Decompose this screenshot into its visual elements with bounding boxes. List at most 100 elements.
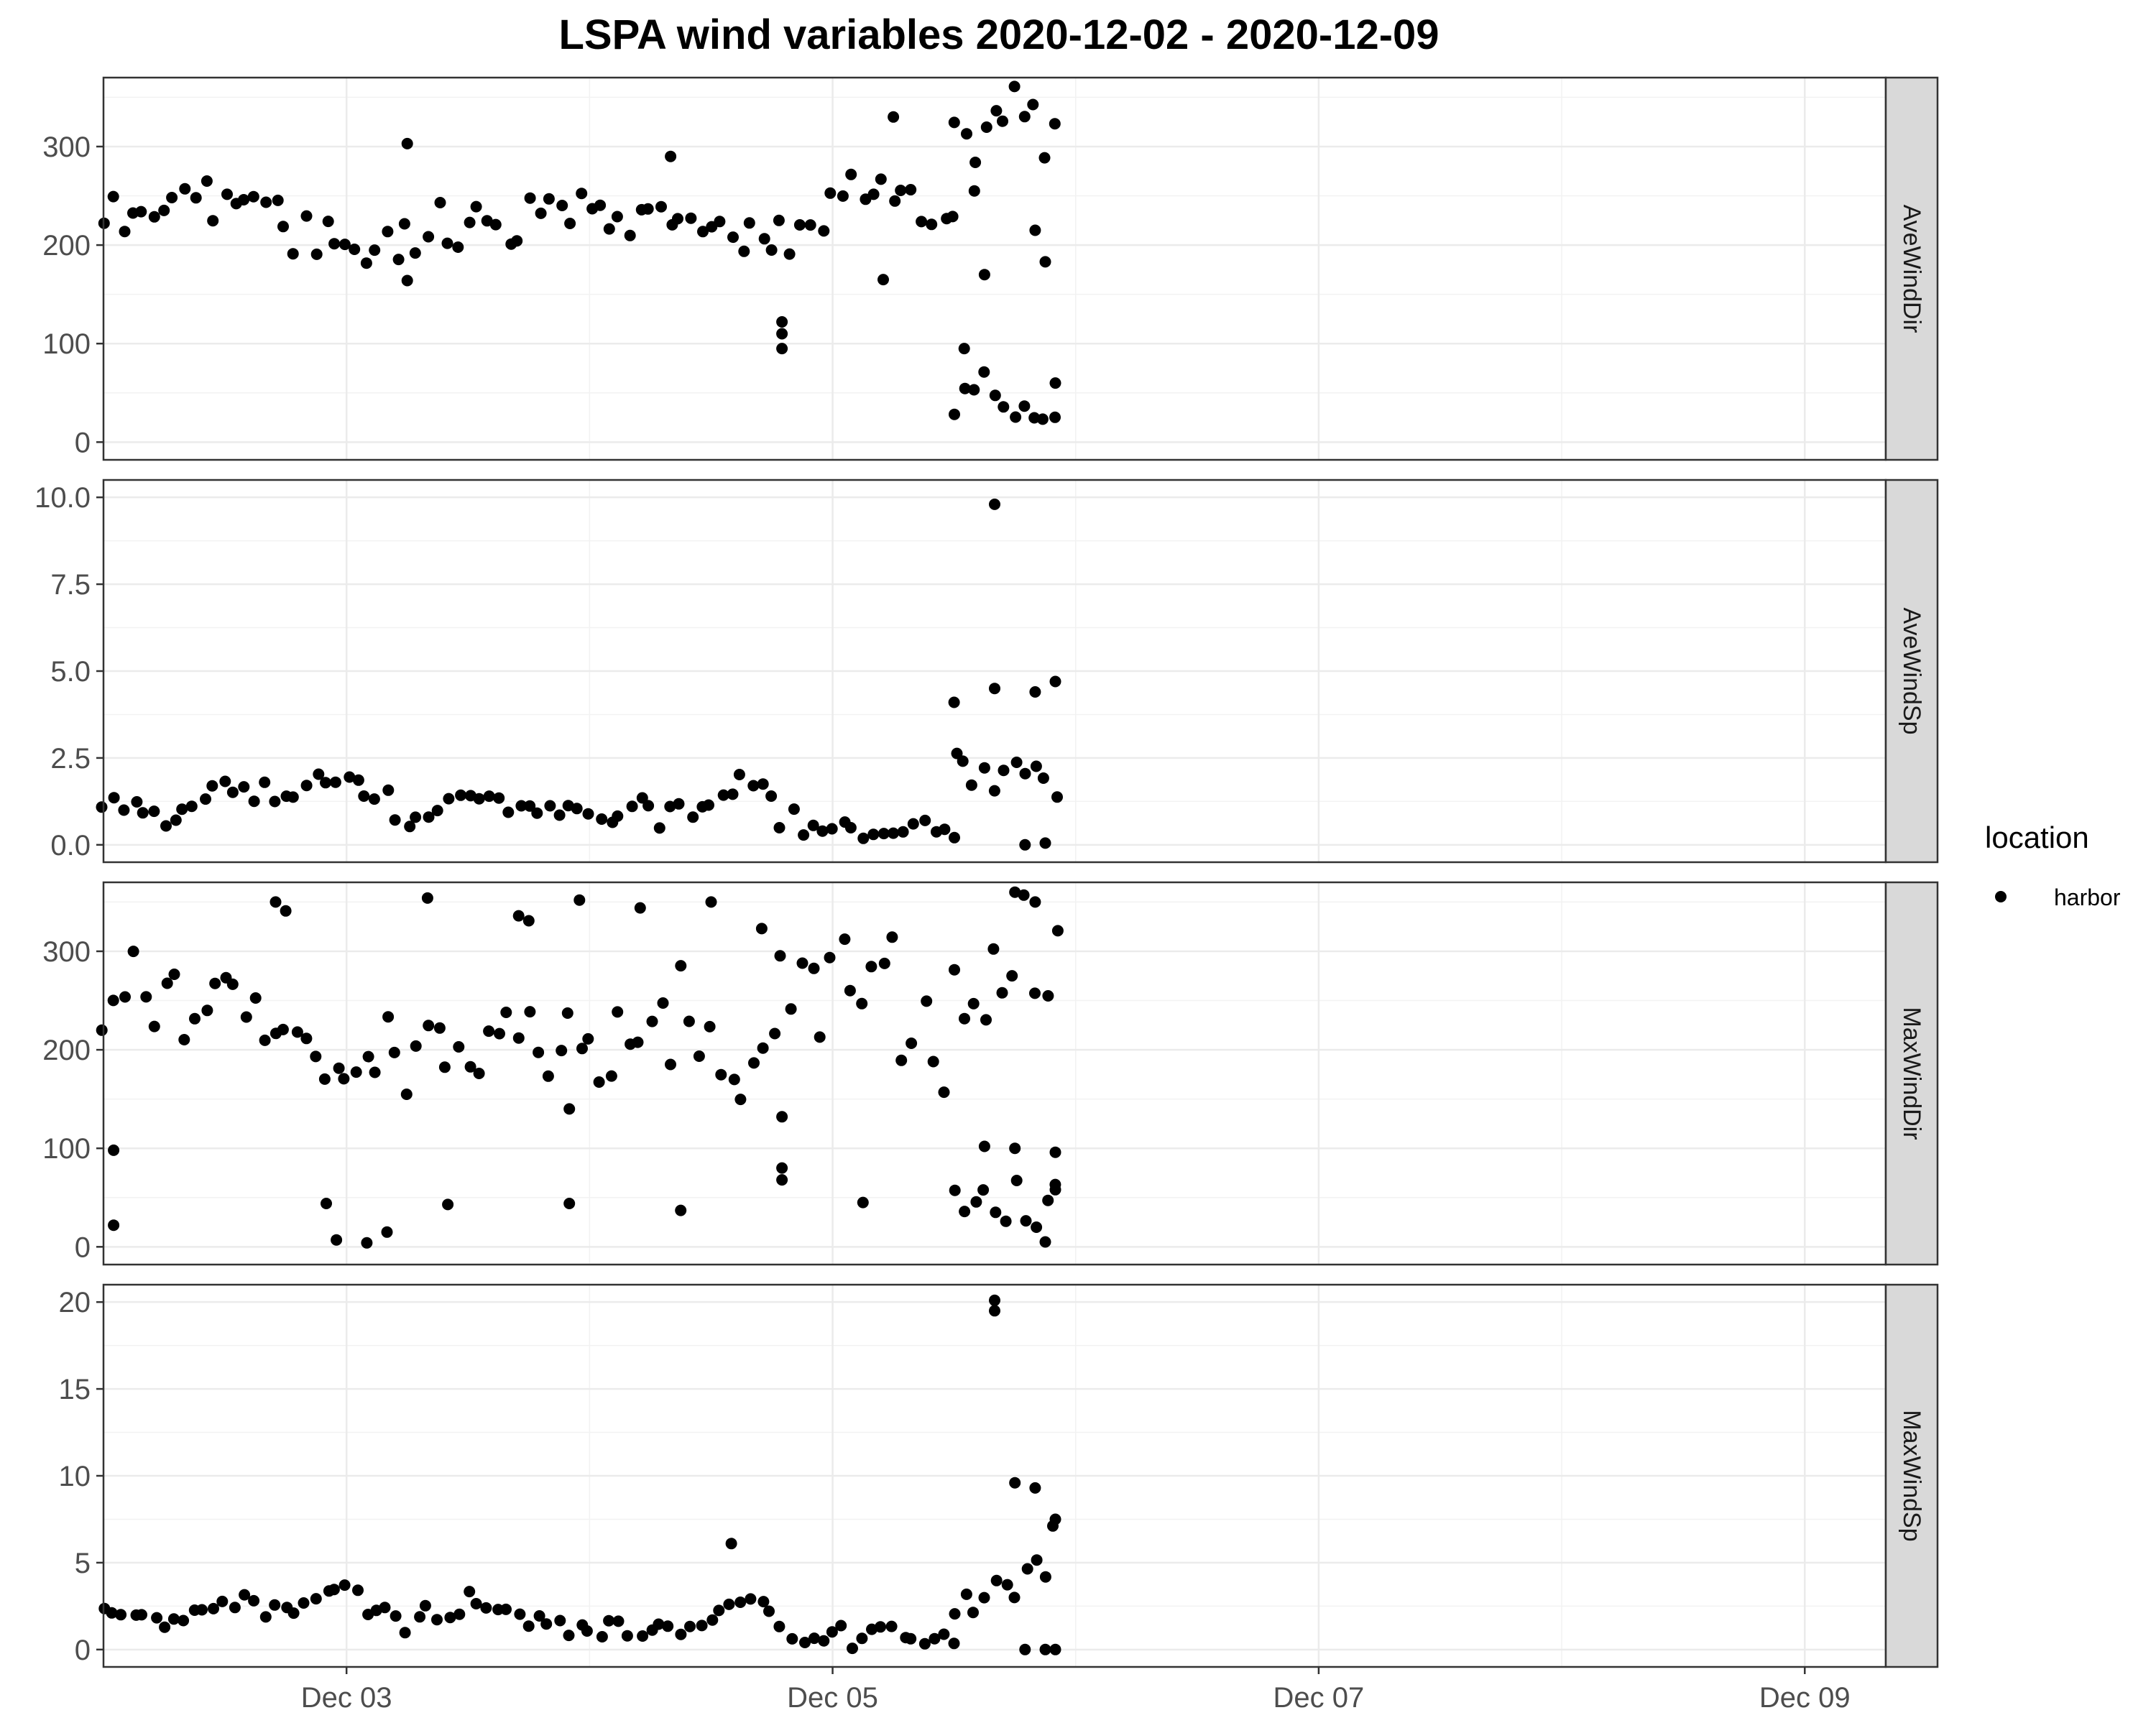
data-point bbox=[540, 1618, 553, 1630]
data-point bbox=[743, 217, 755, 229]
data-point bbox=[867, 188, 880, 200]
data-point bbox=[310, 248, 323, 260]
data-point bbox=[969, 157, 982, 168]
data-point bbox=[338, 1073, 350, 1085]
y-tick-label: 0 bbox=[75, 427, 91, 458]
facet-strip-label: MaxWindSp bbox=[1898, 1410, 1925, 1541]
data-point bbox=[1009, 1477, 1021, 1489]
data-point bbox=[967, 997, 980, 1009]
data-point bbox=[423, 811, 435, 823]
data-point bbox=[531, 807, 543, 819]
data-point bbox=[997, 115, 1008, 127]
data-point bbox=[189, 1012, 201, 1025]
data-point bbox=[734, 1094, 747, 1106]
data-point bbox=[675, 960, 687, 972]
data-point bbox=[328, 238, 341, 250]
data-points bbox=[96, 498, 1063, 851]
data-point bbox=[1042, 990, 1054, 1002]
data-point bbox=[611, 211, 623, 223]
data-point bbox=[877, 274, 889, 286]
data-point bbox=[664, 800, 676, 813]
data-point bbox=[206, 780, 218, 792]
panel-maxwindsp: 0 5 10 15 20 MaxWindSp bbox=[59, 1283, 1939, 1668]
data-point bbox=[562, 800, 574, 812]
data-point bbox=[632, 1036, 644, 1048]
data-point bbox=[287, 791, 299, 803]
data-point bbox=[916, 216, 928, 228]
data-point bbox=[1010, 757, 1023, 768]
x-tick-label: Dec 07 bbox=[1273, 1682, 1365, 1714]
data-point bbox=[108, 1144, 120, 1156]
data-point bbox=[907, 818, 919, 830]
data-point bbox=[361, 1237, 373, 1249]
data-point bbox=[160, 820, 172, 832]
data-point bbox=[826, 1626, 838, 1638]
facet-strip bbox=[1884, 1283, 1939, 1668]
data-point bbox=[390, 1610, 402, 1622]
data-point bbox=[948, 116, 960, 129]
data-point bbox=[905, 1632, 917, 1645]
data-point bbox=[1021, 1563, 1033, 1575]
data-point bbox=[705, 896, 717, 908]
data-point bbox=[571, 803, 583, 815]
data-point bbox=[178, 1034, 190, 1045]
data-point bbox=[970, 1196, 982, 1208]
data-point bbox=[196, 1604, 208, 1616]
data-point bbox=[300, 1032, 313, 1045]
data-point bbox=[442, 1198, 454, 1211]
data-point bbox=[763, 1605, 775, 1617]
data-point bbox=[865, 961, 877, 973]
data-point bbox=[693, 1050, 705, 1062]
data-point bbox=[808, 962, 820, 974]
data-point bbox=[1049, 1643, 1061, 1655]
y-tick-label: 0 bbox=[75, 1232, 91, 1263]
data-point bbox=[989, 1294, 1000, 1306]
data-point bbox=[715, 1068, 727, 1081]
data-point bbox=[662, 1620, 674, 1632]
data-point bbox=[612, 1006, 624, 1018]
data-point bbox=[544, 800, 556, 812]
data-point bbox=[166, 192, 178, 203]
data-point bbox=[636, 792, 648, 804]
data-point bbox=[1049, 1183, 1061, 1196]
data-point bbox=[978, 762, 990, 774]
data-point bbox=[938, 1628, 950, 1640]
data-point bbox=[443, 793, 455, 805]
data-point bbox=[888, 111, 900, 123]
data-point bbox=[543, 193, 555, 205]
x-tick-label: Dec 05 bbox=[787, 1682, 878, 1714]
data-point bbox=[118, 804, 130, 816]
data-point bbox=[1049, 1146, 1061, 1158]
data-point bbox=[502, 806, 515, 818]
data-point bbox=[248, 1594, 260, 1607]
data-point bbox=[889, 195, 901, 207]
data-point bbox=[349, 244, 361, 255]
data-point bbox=[906, 1038, 918, 1049]
data-point bbox=[990, 1574, 1003, 1586]
data-point bbox=[921, 995, 933, 1007]
data-point bbox=[747, 780, 760, 792]
y-tick-label: 5.0 bbox=[50, 656, 91, 688]
data-point bbox=[388, 1046, 400, 1058]
data-point bbox=[473, 1068, 485, 1079]
data-point bbox=[438, 1061, 451, 1073]
data-point bbox=[259, 1611, 272, 1623]
data-point bbox=[576, 188, 588, 200]
data-point bbox=[209, 977, 221, 989]
y-tick-label: 200 bbox=[42, 1035, 91, 1066]
data-point bbox=[512, 910, 525, 922]
data-point bbox=[697, 226, 709, 238]
data-point bbox=[818, 225, 830, 237]
data-point bbox=[1030, 760, 1042, 772]
data-point bbox=[310, 1050, 322, 1063]
data-point bbox=[1029, 1482, 1041, 1494]
data-point bbox=[824, 187, 837, 199]
data-point bbox=[410, 811, 422, 823]
data-points bbox=[96, 886, 1064, 1249]
data-point bbox=[431, 1614, 443, 1626]
data-point bbox=[978, 366, 990, 378]
data-point bbox=[464, 1061, 476, 1073]
data-point bbox=[856, 997, 868, 1009]
data-point bbox=[989, 389, 1001, 402]
y-tick-label: 2.5 bbox=[50, 743, 91, 775]
